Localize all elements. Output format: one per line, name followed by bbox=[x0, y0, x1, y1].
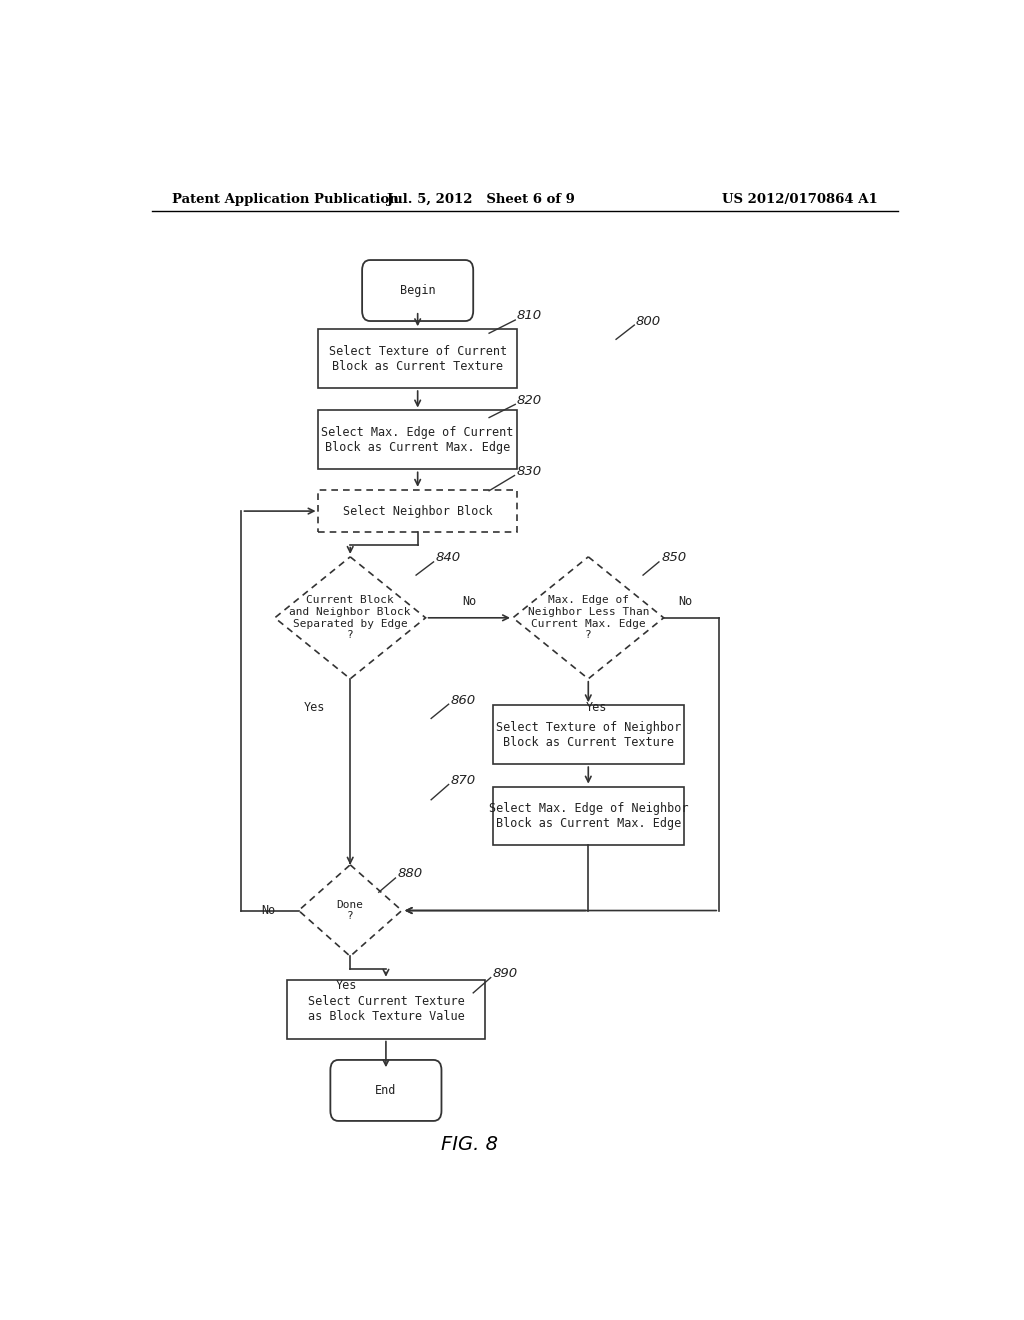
Bar bbox=[318, 329, 517, 388]
Text: Select Texture of Neighbor
Block as Current Texture: Select Texture of Neighbor Block as Curr… bbox=[496, 721, 681, 748]
Text: Select Texture of Current
Block as Current Texture: Select Texture of Current Block as Curre… bbox=[329, 345, 507, 372]
Polygon shape bbox=[299, 865, 401, 956]
Text: Current Block
and Neighbor Block
Separated by Edge
?: Current Block and Neighbor Block Separat… bbox=[290, 595, 411, 640]
FancyBboxPatch shape bbox=[331, 1060, 441, 1121]
Text: FIG. 8: FIG. 8 bbox=[440, 1135, 498, 1154]
Text: Yes: Yes bbox=[586, 701, 607, 714]
Text: 810: 810 bbox=[517, 309, 542, 322]
Text: 870: 870 bbox=[451, 774, 476, 787]
Text: 830: 830 bbox=[517, 465, 542, 478]
Text: No: No bbox=[462, 594, 476, 607]
Bar bbox=[318, 411, 517, 470]
Bar bbox=[494, 705, 684, 764]
Text: US 2012/0170864 A1: US 2012/0170864 A1 bbox=[722, 193, 878, 206]
Text: No: No bbox=[261, 904, 275, 917]
Text: 890: 890 bbox=[494, 968, 518, 979]
Text: Yes: Yes bbox=[304, 701, 326, 714]
Text: Patent Application Publication: Patent Application Publication bbox=[172, 193, 398, 206]
Bar bbox=[318, 490, 517, 532]
Bar bbox=[494, 787, 684, 846]
Bar bbox=[287, 979, 485, 1039]
Text: Yes: Yes bbox=[336, 978, 357, 991]
Polygon shape bbox=[274, 557, 426, 678]
Text: 850: 850 bbox=[662, 552, 686, 565]
Text: 860: 860 bbox=[451, 693, 476, 706]
Text: Begin: Begin bbox=[399, 284, 435, 297]
Polygon shape bbox=[513, 557, 664, 678]
Text: Select Max. Edge of Neighbor
Block as Current Max. Edge: Select Max. Edge of Neighbor Block as Cu… bbox=[488, 803, 688, 830]
Text: Max. Edge of
Neighbor Less Than
Current Max. Edge
?: Max. Edge of Neighbor Less Than Current … bbox=[527, 595, 649, 640]
Text: End: End bbox=[375, 1084, 396, 1097]
Text: Select Max. Edge of Current
Block as Current Max. Edge: Select Max. Edge of Current Block as Cur… bbox=[322, 426, 514, 454]
Text: 820: 820 bbox=[517, 393, 542, 407]
Text: Select Neighbor Block: Select Neighbor Block bbox=[343, 504, 493, 517]
Text: 800: 800 bbox=[636, 314, 662, 327]
Text: 880: 880 bbox=[397, 867, 423, 880]
Text: Select Current Texture
as Block Texture Value: Select Current Texture as Block Texture … bbox=[307, 995, 464, 1023]
Text: 840: 840 bbox=[436, 552, 461, 565]
Text: No: No bbox=[678, 594, 692, 607]
FancyBboxPatch shape bbox=[362, 260, 473, 321]
Text: Jul. 5, 2012   Sheet 6 of 9: Jul. 5, 2012 Sheet 6 of 9 bbox=[387, 193, 575, 206]
Text: Done
?: Done ? bbox=[337, 900, 364, 921]
